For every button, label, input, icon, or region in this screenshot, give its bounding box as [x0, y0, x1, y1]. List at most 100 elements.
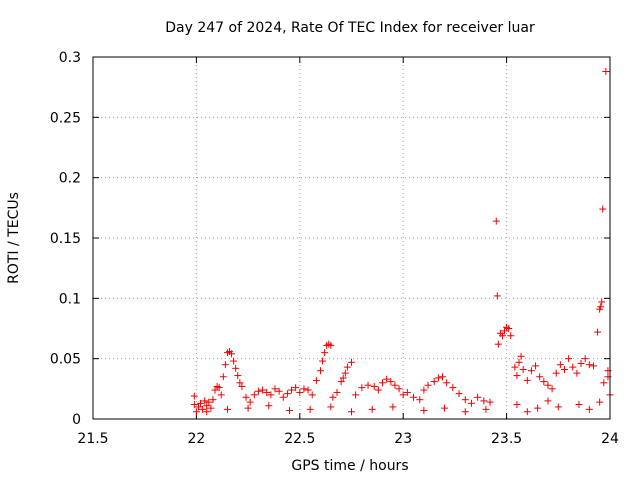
- data-point: [285, 407, 293, 415]
- data-point: [374, 386, 382, 394]
- data-point: [265, 402, 273, 410]
- data-point: [519, 366, 527, 374]
- data-point: [540, 378, 548, 386]
- data-point: [254, 387, 262, 395]
- data-point: [492, 217, 500, 225]
- data-point: [594, 328, 602, 336]
- data-point: [319, 357, 327, 365]
- data-point: [364, 381, 372, 389]
- data-point: [523, 376, 531, 384]
- data-point: [306, 405, 314, 413]
- data-point: [232, 364, 240, 372]
- data-point: [201, 397, 209, 405]
- data-point: [482, 405, 490, 413]
- data-point: [511, 363, 519, 371]
- x-tick-label: 22: [187, 431, 205, 447]
- data-point: [548, 385, 556, 393]
- data-point: [544, 397, 552, 405]
- data-point: [424, 381, 432, 389]
- data-point: [327, 403, 335, 411]
- data-point: [316, 367, 324, 375]
- data-point: [203, 408, 211, 416]
- tick-labels: 21.5 22 22.5 23 23.5 24 0 0.05 0.1 0.15 0.2 0.25 0.3: [50, 50, 619, 447]
- data-point: [368, 405, 376, 413]
- data-point: [194, 403, 202, 411]
- data-point: [455, 390, 463, 398]
- data-point: [263, 388, 271, 396]
- x-axis-label: GPS time / hours: [291, 458, 408, 474]
- data-point: [494, 340, 502, 348]
- data-point: [348, 358, 355, 366]
- data-point: [339, 374, 347, 382]
- x-tick-label: 24: [601, 431, 619, 447]
- data-point: [480, 397, 488, 405]
- data-point: [430, 378, 438, 386]
- data-point: [474, 393, 482, 401]
- data-point: [420, 386, 428, 394]
- data-point: [554, 403, 562, 411]
- data-point: [348, 408, 355, 416]
- data-point: [207, 404, 215, 412]
- data-point: [399, 391, 407, 399]
- data-point: [505, 325, 513, 332]
- data-point: [217, 391, 225, 399]
- data-point: [219, 373, 227, 381]
- data-point: [275, 387, 283, 395]
- data-point: [391, 381, 399, 389]
- data-point: [267, 391, 275, 399]
- data-point: [523, 408, 531, 416]
- data-point: [544, 381, 552, 389]
- y-tick-label: 0: [72, 412, 81, 428]
- x-tick-label: 22.5: [284, 431, 315, 447]
- data-point: [300, 385, 308, 393]
- data-point: [573, 369, 581, 377]
- data-point: [416, 396, 424, 404]
- data-point: [443, 379, 451, 387]
- data-point: [552, 369, 560, 377]
- data-point: [403, 388, 411, 396]
- data-point: [279, 393, 287, 401]
- data-point: [515, 358, 523, 366]
- data-point: [517, 352, 525, 360]
- data-point: [383, 375, 391, 383]
- x-tick-label: 21.5: [77, 431, 108, 447]
- data-point: [312, 376, 320, 384]
- data-point: [513, 401, 521, 409]
- y-tick-label: 0.05: [50, 352, 81, 368]
- data-point: [501, 327, 509, 335]
- data-point: [486, 398, 494, 406]
- data-point: [532, 362, 540, 370]
- data-point: [599, 205, 607, 213]
- data-point: [199, 405, 207, 413]
- data-point: [602, 67, 610, 75]
- plot-frame: [92, 56, 611, 420]
- y-tick-label: 0.15: [50, 231, 81, 247]
- data-point: [434, 374, 442, 382]
- data-point: [215, 384, 223, 392]
- grid-lines: [93, 57, 610, 419]
- data-point: [197, 399, 205, 407]
- data-point: [467, 399, 475, 407]
- y-tick-label: 0.1: [59, 291, 81, 307]
- data-points: [190, 67, 614, 416]
- data-point: [389, 403, 397, 411]
- data-point: [209, 396, 217, 404]
- data-point: [259, 386, 267, 394]
- data-point: [527, 367, 535, 375]
- y-tick-label: 0.2: [59, 171, 81, 187]
- data-point: [292, 384, 300, 392]
- data-point: [333, 388, 341, 396]
- y-axis-label: ROTI / TECUs: [6, 192, 22, 284]
- x-tick-label: 23.5: [491, 431, 522, 447]
- data-point: [370, 382, 378, 390]
- data-point: [536, 373, 544, 381]
- data-point: [589, 362, 597, 370]
- data-point: [304, 386, 312, 394]
- chart-title: Day 247 of 2024, Rate Of TEC Index for r…: [165, 20, 535, 36]
- y-tick-label: 0.3: [59, 50, 81, 66]
- data-point: [246, 398, 254, 406]
- data-point: [577, 359, 585, 367]
- data-point: [308, 391, 316, 399]
- data-point: [327, 341, 335, 349]
